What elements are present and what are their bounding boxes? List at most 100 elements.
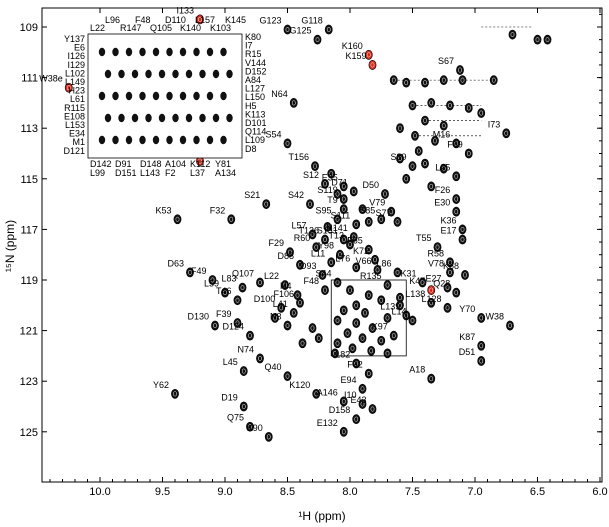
x-tick-label: 10.0 [89, 486, 110, 498]
peak-label-f65: F65 [347, 236, 363, 246]
peak-t13-contour [348, 242, 352, 248]
inset-peak-f2 [145, 113, 152, 123]
peak-n64-contour [291, 100, 296, 106]
inset-peak-i126 [212, 113, 220, 123]
peak-l45 [239, 366, 248, 376]
inset-label-l37: L37 [190, 168, 205, 178]
inset-peak-e6 [199, 113, 206, 123]
unlabeled-peak [348, 343, 357, 354]
peak-f49 [208, 275, 217, 285]
peak-k97-contour [391, 333, 396, 339]
y-tick-label: 119 [20, 275, 38, 287]
peak-f106 [296, 297, 304, 308]
peak-label-k68: K68 [443, 261, 459, 271]
inset-peak-l153 [179, 135, 187, 145]
peak-q107 [256, 277, 264, 288]
unlabeled-peak-contour [391, 77, 396, 83]
peak-l41 [289, 307, 298, 318]
peak-d71 [349, 186, 358, 197]
peak-d88 [296, 259, 304, 270]
peak-t55-contour [435, 244, 440, 250]
peak-l82 [352, 358, 361, 369]
peak-l57 [308, 229, 317, 240]
unlabeled-peak-contour [479, 110, 484, 116]
unlabeled-peak-contour [404, 176, 409, 182]
unlabeled-peak [367, 345, 376, 356]
unlabeled-peak [333, 189, 342, 199]
peak-label-d19: D19 [221, 393, 238, 403]
inset-label-y137: Y137 [64, 34, 85, 44]
peak-label-l76: L76 [335, 253, 350, 263]
peak-w38 [506, 320, 514, 331]
x-tick-label: 9.0 [217, 486, 232, 498]
unlabeled-peak [361, 307, 369, 318]
peak-label-s21: S21 [244, 190, 260, 200]
peak-v79 [387, 206, 396, 217]
peak-l22 [281, 280, 289, 290]
peak-label-e35: E35 [322, 172, 338, 182]
inset-label-d110: D110 [165, 15, 186, 25]
peak-k47 [427, 285, 436, 296]
unlabeled-peak-contour [545, 37, 550, 43]
peak-label-f49: F49 [191, 266, 207, 276]
peak-l83-contour [240, 285, 245, 291]
unlabeled-peak-contour [423, 161, 427, 167]
peak-q75 [246, 421, 254, 432]
peak-label-s12: S12 [303, 170, 319, 180]
peak-label-g118: G118 [301, 16, 322, 26]
peak-k160 [364, 49, 373, 60]
peak-s42-contour [308, 201, 312, 207]
peak-q40 [283, 371, 292, 382]
unlabeled-peak-contour [413, 133, 417, 139]
unlabeled-peak-contour [363, 310, 367, 316]
peak-d93-contour [320, 272, 325, 278]
unlabeled-peak-contour [429, 183, 434, 189]
unlabeled-peak-contour [300, 340, 305, 346]
peak-label-v78: V78 [428, 258, 444, 268]
peak-label-f29: F29 [268, 238, 284, 248]
peak-f49-contour [210, 277, 215, 283]
unlabeled-peak [352, 300, 361, 311]
inset-peak-d8 [139, 91, 146, 101]
inset-label-l157: L157 [195, 15, 215, 25]
peak-label-s95: S95 [315, 205, 331, 215]
unlabeled-peak-contour [510, 32, 515, 38]
peak-t46-contour [235, 297, 240, 303]
unlabeled-peak [431, 135, 439, 146]
peak-k53 [173, 214, 182, 225]
peak-label-l11: L11 [311, 248, 325, 258]
unlabeled-peak-contour [369, 348, 374, 354]
peak-label-q107: Q107 [232, 269, 254, 279]
peak-label-d63: D63 [167, 258, 184, 268]
unlabeled-peak-contour [366, 292, 371, 298]
peak-label-t55: T55 [416, 233, 432, 243]
inset-peak-e108 [166, 135, 173, 145]
peak-f65-contour [366, 247, 371, 253]
peak-d51 [477, 356, 486, 366]
unlabeled-peak [383, 348, 392, 359]
inset-label-y81: Y81 [215, 159, 231, 169]
peak-label-s131: S131 [317, 226, 338, 236]
inset-label-d8: D8 [245, 144, 257, 154]
peak-q40-contour [285, 373, 290, 379]
peak-n4-contour [295, 292, 300, 298]
inset-peak-l109 [125, 91, 133, 101]
peak-y70-contour [479, 315, 484, 321]
peak-s85-contour [379, 216, 384, 222]
inset-label-i129: I129 [67, 60, 85, 70]
unlabeled-peak [333, 338, 342, 349]
peak-label-f106: F106 [273, 289, 294, 299]
peak-k90-contour [266, 434, 271, 440]
peak-label-s67: S67 [438, 56, 454, 66]
peak-label-m16: M16 [433, 129, 451, 139]
inset-peak-l143 [131, 113, 139, 123]
peak-r60 [312, 242, 321, 253]
inset-peak-y81 [220, 91, 227, 101]
unlabeled-peak-contour [441, 77, 446, 83]
unlabeled-peak [464, 103, 473, 113]
peak-t136-contour [323, 237, 327, 242]
inset-peak-h5 [212, 69, 220, 79]
peak-label-f26: F26 [435, 185, 451, 195]
peak-label-d100: D100 [254, 294, 276, 304]
unlabeled-peak-contour [404, 80, 409, 86]
